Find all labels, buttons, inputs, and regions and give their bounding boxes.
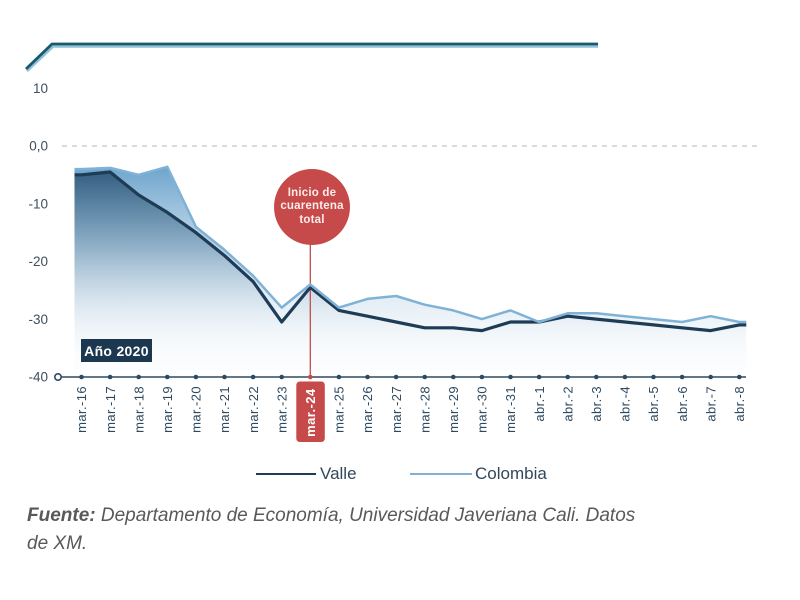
x-tick-dot bbox=[165, 374, 170, 380]
x-tick-label: mar.-25 bbox=[332, 386, 347, 433]
quarantine-annotation-bubble: Inicio de cuarentena total bbox=[274, 169, 350, 245]
x-tick-dot bbox=[279, 374, 285, 380]
x-tick-label: mar.-16 bbox=[74, 386, 89, 433]
x-tick-dot bbox=[250, 374, 256, 380]
source-text-line1: Departamento de Economía, Universidad Ja… bbox=[95, 505, 636, 526]
x-tick-label: abr.-6 bbox=[675, 386, 690, 422]
x-tick-label-highlight: mar.-24 bbox=[303, 388, 318, 437]
axis-start-circle bbox=[53, 372, 62, 381]
x-tick-label: mar.-23 bbox=[274, 386, 289, 433]
x-tick-label: abr.-2 bbox=[560, 386, 575, 422]
x-tick-dot bbox=[508, 374, 513, 380]
x-tick-label: abr.-8 bbox=[732, 386, 747, 422]
x-tick-dot bbox=[451, 374, 456, 380]
pre-crisis-line-light bbox=[26, 45, 598, 72]
x-tick-label: mar.-27 bbox=[389, 386, 404, 433]
y-tick-label: -20 bbox=[28, 254, 48, 269]
x-tick-label: mar.-30 bbox=[475, 386, 490, 433]
x-tick-label: mar.-21 bbox=[217, 386, 232, 433]
y-tick-label: -30 bbox=[28, 312, 48, 327]
x-tick-label: mar.-19 bbox=[160, 386, 175, 433]
highlight-date-box bbox=[296, 381, 325, 442]
valle-line bbox=[74, 170, 747, 333]
annotation-line-1: Inicio de bbox=[287, 186, 337, 199]
x-tick-dot bbox=[708, 374, 713, 380]
x-tick-dot bbox=[679, 374, 685, 380]
x-tick-dot bbox=[479, 374, 485, 380]
year-label: Año 2020 bbox=[84, 342, 149, 359]
source-note: Fuente: Departamento de Economía, Univer… bbox=[27, 502, 719, 557]
source-text-line2: de XM. bbox=[27, 532, 88, 554]
pre-crisis-line-dark bbox=[25, 42, 598, 71]
x-tick-dot bbox=[107, 374, 113, 380]
x-tick-dot bbox=[79, 374, 84, 380]
x-tick-dot bbox=[336, 374, 342, 380]
x-tick-label: abr.-7 bbox=[703, 386, 718, 422]
annotation-line-2: cuarentena bbox=[280, 200, 344, 213]
x-tick-dot bbox=[565, 374, 570, 380]
x-tick-dot bbox=[136, 374, 141, 380]
x-tick-label: mar.-22 bbox=[246, 386, 261, 433]
x-tick-label: mar.-18 bbox=[131, 386, 146, 433]
x-tick-dot bbox=[536, 374, 542, 380]
x-tick-dot bbox=[737, 374, 742, 380]
y-tick-label: 10 bbox=[33, 81, 48, 96]
x-tick-label: abr.-4 bbox=[618, 386, 633, 422]
x-tick-dot bbox=[422, 374, 428, 380]
x-tick-dot bbox=[365, 374, 370, 380]
x-tick-label: abr.-3 bbox=[589, 386, 604, 422]
x-tick-label: mar.-17 bbox=[103, 386, 118, 433]
x-tick-label: mar.-29 bbox=[446, 386, 461, 433]
colombia-line bbox=[74, 165, 747, 324]
annotation-line-3: total bbox=[299, 213, 325, 226]
year-label-box: Año 2020 bbox=[81, 339, 152, 362]
x-tick-dot bbox=[622, 374, 628, 380]
y-tick-label: 0,0 bbox=[29, 139, 48, 154]
x-tick-label: mar.-26 bbox=[360, 386, 375, 433]
valle-area bbox=[74, 172, 747, 371]
x-tick-dot-highlight bbox=[308, 374, 313, 380]
x-tick-label: abr.-1 bbox=[532, 386, 547, 422]
x-tick-dot bbox=[193, 374, 199, 380]
x-tick-dot bbox=[594, 374, 599, 380]
x-tick-label: mar.-20 bbox=[189, 386, 204, 433]
x-tick-label: mar.-31 bbox=[503, 386, 518, 433]
y-tick-label: -10 bbox=[28, 196, 48, 211]
x-tick-dot bbox=[651, 374, 656, 380]
source-prefix: Fuente: bbox=[27, 505, 96, 526]
x-tick-dot bbox=[222, 374, 227, 380]
x-tick-label: mar.-28 bbox=[417, 386, 432, 433]
y-tick-label: -40 bbox=[28, 370, 48, 385]
x-tick-label: abr.-5 bbox=[646, 386, 661, 422]
x-tick-dot bbox=[393, 374, 399, 380]
chart-generated-layer: mar.-16 mar.-17 mar.-18 mar.-19 mar.-20 mar.-… bbox=[28, 81, 747, 442]
